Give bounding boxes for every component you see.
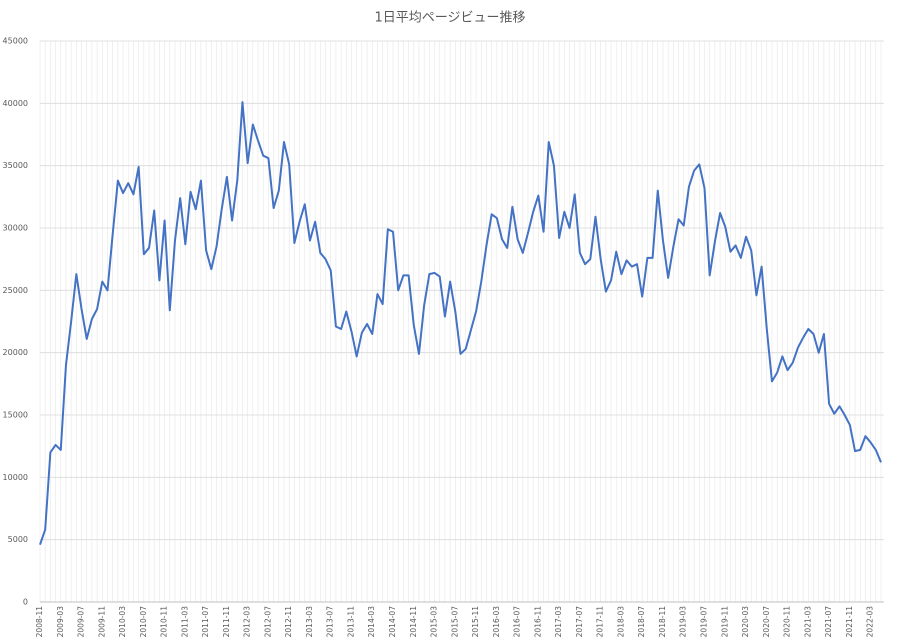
x-tick-label: 2018-11 (658, 606, 667, 638)
x-tick-label: 2015-07 (450, 606, 459, 638)
x-tick-label: 2017-07 (575, 606, 584, 638)
y-tick-label: 25000 (3, 286, 28, 295)
x-tick-label: 2015-03 (430, 606, 439, 638)
x-tick-label: 2012-03 (243, 606, 252, 638)
x-tick-label: 2011-03 (180, 606, 189, 638)
y-tick-label: 0 (23, 598, 28, 607)
x-tick-label: 2010-11 (160, 606, 169, 638)
x-tick-label: 2020-03 (741, 606, 750, 638)
x-tick-label: 2020-11 (783, 606, 792, 638)
x-tick-label: 2011-07 (201, 606, 210, 638)
x-tick-label: 2013-07 (326, 606, 335, 638)
x-tick-label: 2012-07 (263, 606, 272, 638)
x-tick-label: 2021-03 (803, 606, 812, 638)
y-tick-label: 15000 (3, 411, 28, 420)
x-tick-label: 2016-07 (513, 606, 522, 638)
x-tick-label: 2010-07 (139, 606, 148, 638)
x-tick-label: 2019-11 (720, 606, 729, 638)
x-tick-label: 2017-11 (596, 606, 605, 638)
y-tick-label: 35000 (3, 161, 28, 170)
x-tick-label: 2014-11 (409, 606, 418, 638)
x-tick-label: 2009-11 (97, 606, 106, 638)
y-tick-label: 20000 (3, 348, 28, 357)
x-tick-label: 2015-11 (471, 606, 480, 638)
y-tick-label: 10000 (3, 473, 28, 482)
y-tick-label: 5000 (8, 535, 28, 544)
x-tick-label: 2014-07 (388, 606, 397, 638)
x-tick-label: 2018-07 (637, 606, 646, 638)
x-tick-label: 2014-03 (367, 606, 376, 638)
x-tick-label: 2013-03 (305, 606, 314, 638)
x-tick-label: 2012-11 (284, 606, 293, 638)
x-tick-label: 2021-11 (845, 606, 854, 638)
x-tick-label: 2016-11 (533, 606, 542, 638)
x-tick-label: 2019-03 (679, 606, 688, 638)
x-tick-label: 2016-03 (492, 606, 501, 638)
x-tick-label: 2018-03 (616, 606, 625, 638)
x-tick-label: 2011-11 (222, 606, 231, 638)
x-tick-label: 2008-11 (35, 606, 44, 638)
y-tick-label: 30000 (3, 224, 28, 233)
x-tick-label: 2009-03 (56, 606, 65, 638)
series-line (39, 101, 882, 545)
x-tick-label: 2009-07 (77, 606, 86, 638)
x-tick-label: 2013-11 (346, 606, 355, 638)
x-tick-label: 2020-07 (762, 606, 771, 638)
x-tick-label: 2017-03 (554, 606, 563, 638)
y-tick-label: 40000 (3, 99, 28, 108)
x-tick-label: 2010-03 (118, 606, 127, 638)
x-tick-label: 2021-07 (824, 606, 833, 638)
x-tick-label: 2022-03 (866, 606, 875, 638)
y-tick-label: 45000 (3, 37, 28, 46)
x-tick-label: 2019-07 (699, 606, 708, 638)
chart-title: 1日平均ページビュー推移 (374, 11, 525, 26)
